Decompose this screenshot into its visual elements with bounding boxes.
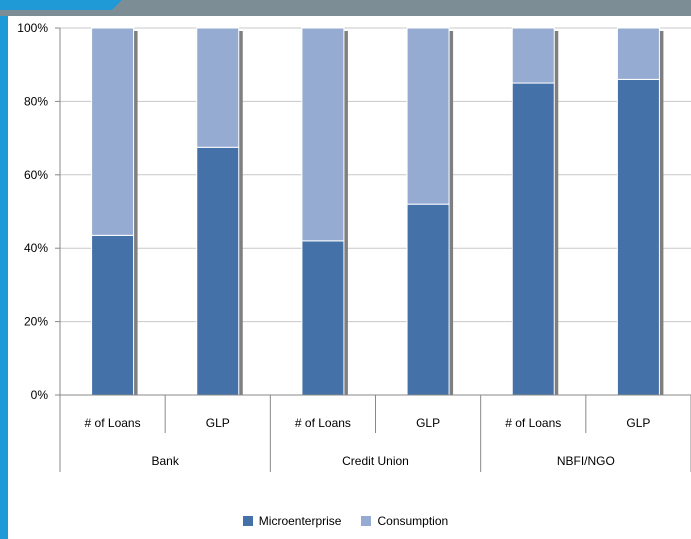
x-tick-label: GLP bbox=[416, 416, 440, 430]
y-tick-label: 80% bbox=[24, 94, 48, 108]
x-tick-label: # of Loans bbox=[85, 416, 141, 430]
bar-segment-consumption bbox=[511, 27, 555, 84]
bar-segment-consumption bbox=[616, 27, 660, 80]
bar-shadow bbox=[343, 31, 348, 395]
bar-segment-microenterprise bbox=[196, 146, 240, 396]
header-bar bbox=[0, 0, 691, 16]
legend-label-microenterprise: Microenterprise bbox=[258, 514, 342, 528]
bars bbox=[91, 27, 664, 396]
axes bbox=[55, 27, 691, 472]
bar-shadow bbox=[659, 31, 664, 395]
bar-segment-consumption bbox=[91, 27, 135, 236]
y-tick-label: 100% bbox=[17, 21, 48, 35]
x-tick-label: GLP bbox=[626, 416, 650, 430]
legend-item-consumption: Consumption bbox=[361, 514, 448, 528]
bar-shadow bbox=[238, 31, 243, 395]
y-tick-label: 20% bbox=[24, 315, 48, 329]
x-tick-label: # of Loans bbox=[505, 416, 561, 430]
legend-label-consumption: Consumption bbox=[377, 514, 449, 528]
bar-segment-microenterprise bbox=[616, 78, 660, 396]
axis-labels: 0% 20% 40% 60% 80% 100% # of Loans GLP # of Loan… bbox=[17, 21, 650, 468]
x-tick-label: # of Loans bbox=[295, 416, 351, 430]
legend-item-microenterprise: Microenterprise bbox=[242, 514, 342, 528]
bar-shadow bbox=[449, 31, 454, 395]
bar-segment-microenterprise bbox=[406, 203, 450, 396]
x-tick-label: GLP bbox=[206, 416, 230, 430]
bar-segment-microenterprise bbox=[91, 234, 135, 396]
y-tick-label: 60% bbox=[24, 168, 48, 182]
bar-shadow bbox=[133, 31, 138, 395]
legend-swatch-microenterprise bbox=[242, 516, 253, 526]
group-label: NBFI/NGO bbox=[557, 454, 615, 468]
y-tick-label: 0% bbox=[31, 388, 49, 402]
y-tick-label: 40% bbox=[24, 241, 48, 255]
legend-swatch-consumption bbox=[361, 516, 372, 526]
group-label: Bank bbox=[151, 454, 179, 468]
header-tab bbox=[0, 0, 122, 10]
bar-segment-microenterprise bbox=[511, 82, 555, 396]
bar-segment-microenterprise bbox=[301, 240, 345, 396]
group-label: Credit Union bbox=[342, 454, 409, 468]
bar-segment-consumption bbox=[196, 27, 240, 148]
bar-shadow bbox=[554, 31, 559, 395]
bar-segment-consumption bbox=[406, 27, 450, 205]
legend: Microenterprise Consumption bbox=[0, 514, 691, 528]
bar-segment-consumption bbox=[301, 27, 345, 242]
